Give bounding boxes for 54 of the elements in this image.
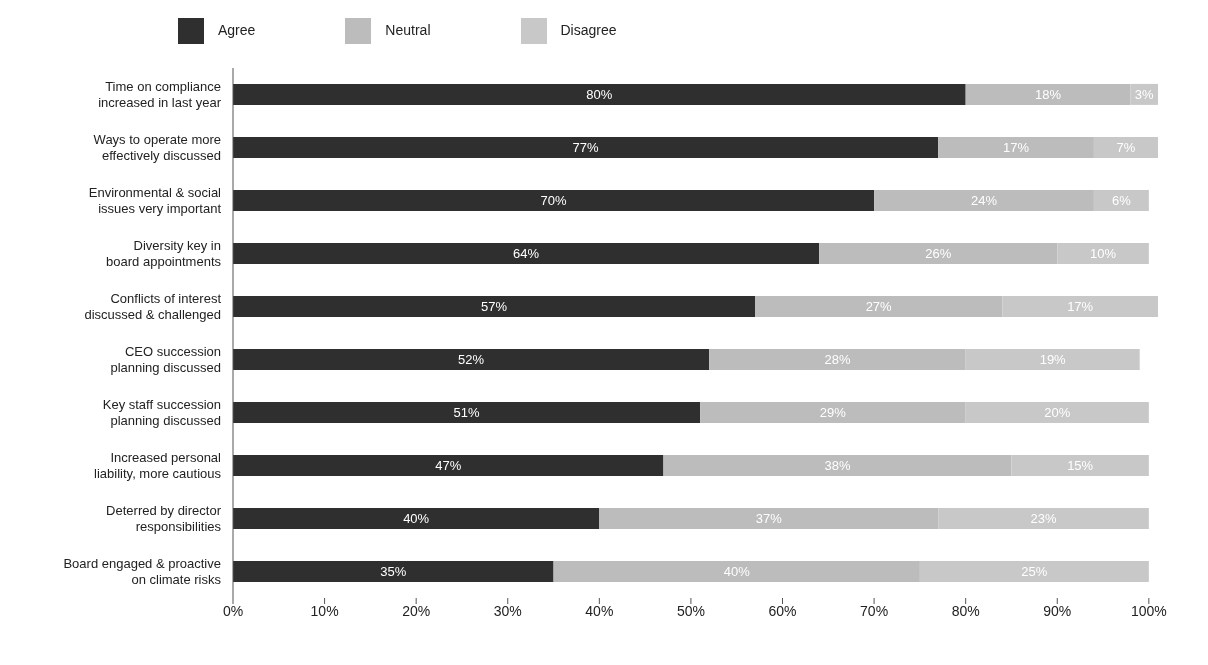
data-label: 17% bbox=[1003, 140, 1030, 156]
bar bbox=[233, 136, 939, 158]
data-label: 70% bbox=[540, 193, 567, 209]
data-label: 24% bbox=[970, 193, 998, 209]
y-tick-label: Diversity key in board appointments bbox=[106, 237, 222, 269]
data-label: 40% bbox=[723, 564, 751, 580]
data-label: 35% bbox=[380, 564, 407, 580]
data-label: 51% bbox=[453, 405, 480, 421]
bar bbox=[233, 295, 756, 317]
data-label: 18% bbox=[1035, 87, 1062, 103]
data-label: 38% bbox=[824, 458, 851, 474]
x-tick-label: 100% bbox=[1130, 602, 1167, 619]
x-tick-label: 0% bbox=[222, 602, 244, 619]
y-tick-label: Board engaged & proactive on climate risks bbox=[63, 555, 222, 587]
y-tick-label: Conflicts of interest discussed & challenged bbox=[84, 290, 222, 322]
bar bbox=[233, 348, 710, 370]
legend-label: Neutral bbox=[385, 21, 431, 38]
bar bbox=[233, 189, 875, 211]
y-tick-label: Deterred by director responsibilities bbox=[106, 502, 222, 534]
data-label: 28% bbox=[824, 352, 851, 368]
x-tick-label: 30% bbox=[493, 602, 522, 619]
x-tick-label: 20% bbox=[402, 602, 431, 619]
y-tick-label: Ways to operate more effectively discussed bbox=[93, 131, 221, 163]
data-label: 80% bbox=[586, 87, 613, 103]
data-label: 52% bbox=[458, 352, 485, 368]
x-tick-label: 90% bbox=[1043, 602, 1072, 619]
data-label: 77% bbox=[572, 140, 600, 156]
data-label: 37% bbox=[755, 511, 783, 527]
x-tick-label: 10% bbox=[310, 602, 339, 619]
data-label: 40% bbox=[403, 511, 430, 527]
y-tick-label: Key staff succession planning discussed bbox=[102, 396, 221, 428]
data-label: 47% bbox=[435, 458, 462, 474]
data-label: 27% bbox=[865, 299, 893, 315]
y-tick-label: Time on compliance increased in last year bbox=[98, 78, 222, 110]
y-tick-label: CEO succession planning discussed bbox=[110, 343, 221, 375]
x-tick-label: 40% bbox=[585, 602, 614, 619]
legend-label: Agree bbox=[218, 21, 256, 38]
data-label: 64% bbox=[513, 246, 540, 262]
y-tick-label: Increased personal liability, more cautious bbox=[94, 449, 222, 481]
legend-label: Disagree bbox=[560, 21, 617, 38]
x-tick-label: 80% bbox=[951, 602, 980, 619]
x-tick-label: 60% bbox=[768, 602, 797, 619]
data-label: 29% bbox=[819, 405, 847, 421]
y-tick-label: Environmental & social issues very important bbox=[88, 184, 222, 216]
x-tick-label: 70% bbox=[860, 602, 889, 619]
data-label: 26% bbox=[925, 246, 952, 262]
bar bbox=[233, 242, 820, 264]
bar bbox=[233, 560, 554, 582]
bar bbox=[233, 401, 701, 423]
x-tick-label: 50% bbox=[676, 602, 705, 619]
bar bbox=[233, 507, 600, 529]
bar bbox=[233, 83, 966, 105]
bar bbox=[233, 454, 664, 476]
data-label: 57% bbox=[481, 299, 508, 315]
